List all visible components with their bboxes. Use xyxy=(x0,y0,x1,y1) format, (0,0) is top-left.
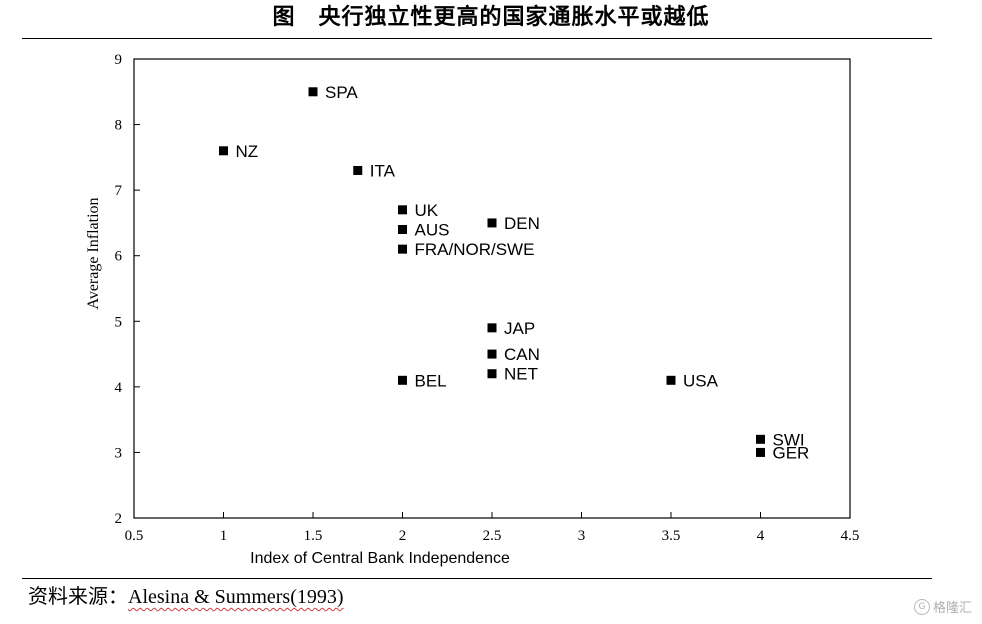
data-point-marker xyxy=(756,447,765,457)
bottom-rule xyxy=(22,578,932,579)
y-tick-label: 2 xyxy=(115,511,123,527)
watermark: G 格隆汇 xyxy=(913,597,972,616)
figure-title: 图 央行独立性更高的国家通胀水平或越低 xyxy=(272,4,710,30)
y-tick-label: 3 xyxy=(115,445,123,461)
y-axis-label: Average Inflation xyxy=(85,197,102,309)
data-point-label: FRA/NOR/SWE xyxy=(415,240,535,259)
data-point-label: SWI xyxy=(773,430,805,449)
data-point-label: NET xyxy=(504,365,538,384)
y-tick-label: 7 xyxy=(115,183,123,199)
source-note: 资料来源：Alesina & Summers(1993) xyxy=(28,583,344,611)
x-tick-label: 0.5 xyxy=(125,528,144,544)
data-point-marker xyxy=(398,375,407,385)
data-point-label: SPA xyxy=(325,83,358,102)
data-point-label: CAN xyxy=(504,345,540,364)
data-point-marker xyxy=(398,244,407,254)
data-point-marker xyxy=(756,434,765,444)
x-tick-label: 3 xyxy=(578,528,586,544)
data-point-marker xyxy=(219,146,228,156)
data-point-label: USA xyxy=(683,371,719,390)
data-point-label: AUS xyxy=(415,220,450,239)
x-tick-label: 4 xyxy=(757,528,765,544)
data-point-label: NZ xyxy=(236,142,259,161)
data-point-marker xyxy=(487,369,497,379)
data-point-marker xyxy=(353,165,363,175)
y-tick-label: 9 xyxy=(115,52,123,68)
data-point-label: ITA xyxy=(370,161,396,180)
plot-frame xyxy=(133,58,851,519)
data-point-label: GER xyxy=(773,443,810,462)
plot-area: 0.5 1 1.5 2 2.5 3 3.5 4 4.5 2 3 4 5 6 7 8 9 Index of Cent… xyxy=(85,52,859,567)
data-point-marker xyxy=(487,349,497,359)
x-tick-label: 4.5 xyxy=(841,528,860,544)
watermark-text: 格隆汇 xyxy=(932,601,972,616)
top-rule xyxy=(22,38,932,39)
data-point-label: BEL xyxy=(415,371,447,390)
x-tick-label: 3.5 xyxy=(662,528,681,544)
x-tick-label: 2 xyxy=(399,528,407,544)
y-tick-label: 4 xyxy=(115,380,123,396)
scatter-chart: 0.5 1 1.5 2 2.5 3 3.5 4 4.5 2 3 4 5 6 7 8 9 Index of Cent… xyxy=(85,52,859,567)
source-citation: Alesina & Summers(1993) xyxy=(128,586,344,608)
data-point-marker xyxy=(308,87,318,97)
data-point-label: JAP xyxy=(504,319,535,338)
x-axis-label: Index of Central Bank Independence xyxy=(250,550,510,567)
source-label: 资料来源： xyxy=(28,586,128,608)
y-tick-label: 8 xyxy=(115,118,123,134)
watermark-logo-icon: G xyxy=(913,598,930,615)
data-point-marker xyxy=(487,218,497,228)
data-point-marker xyxy=(398,224,407,234)
x-tick-label: 1 xyxy=(220,528,228,544)
data-point-label: UK xyxy=(415,201,439,220)
data-point-marker xyxy=(487,323,497,333)
x-tick-label: 1.5 xyxy=(304,528,323,544)
data-point-marker xyxy=(398,205,407,215)
y-tick-label: 5 xyxy=(115,314,123,330)
data-point-label: DEN xyxy=(504,214,540,233)
data-point-marker xyxy=(666,375,676,385)
y-tick-label: 6 xyxy=(115,249,123,265)
x-tick-label: 2.5 xyxy=(483,528,502,544)
